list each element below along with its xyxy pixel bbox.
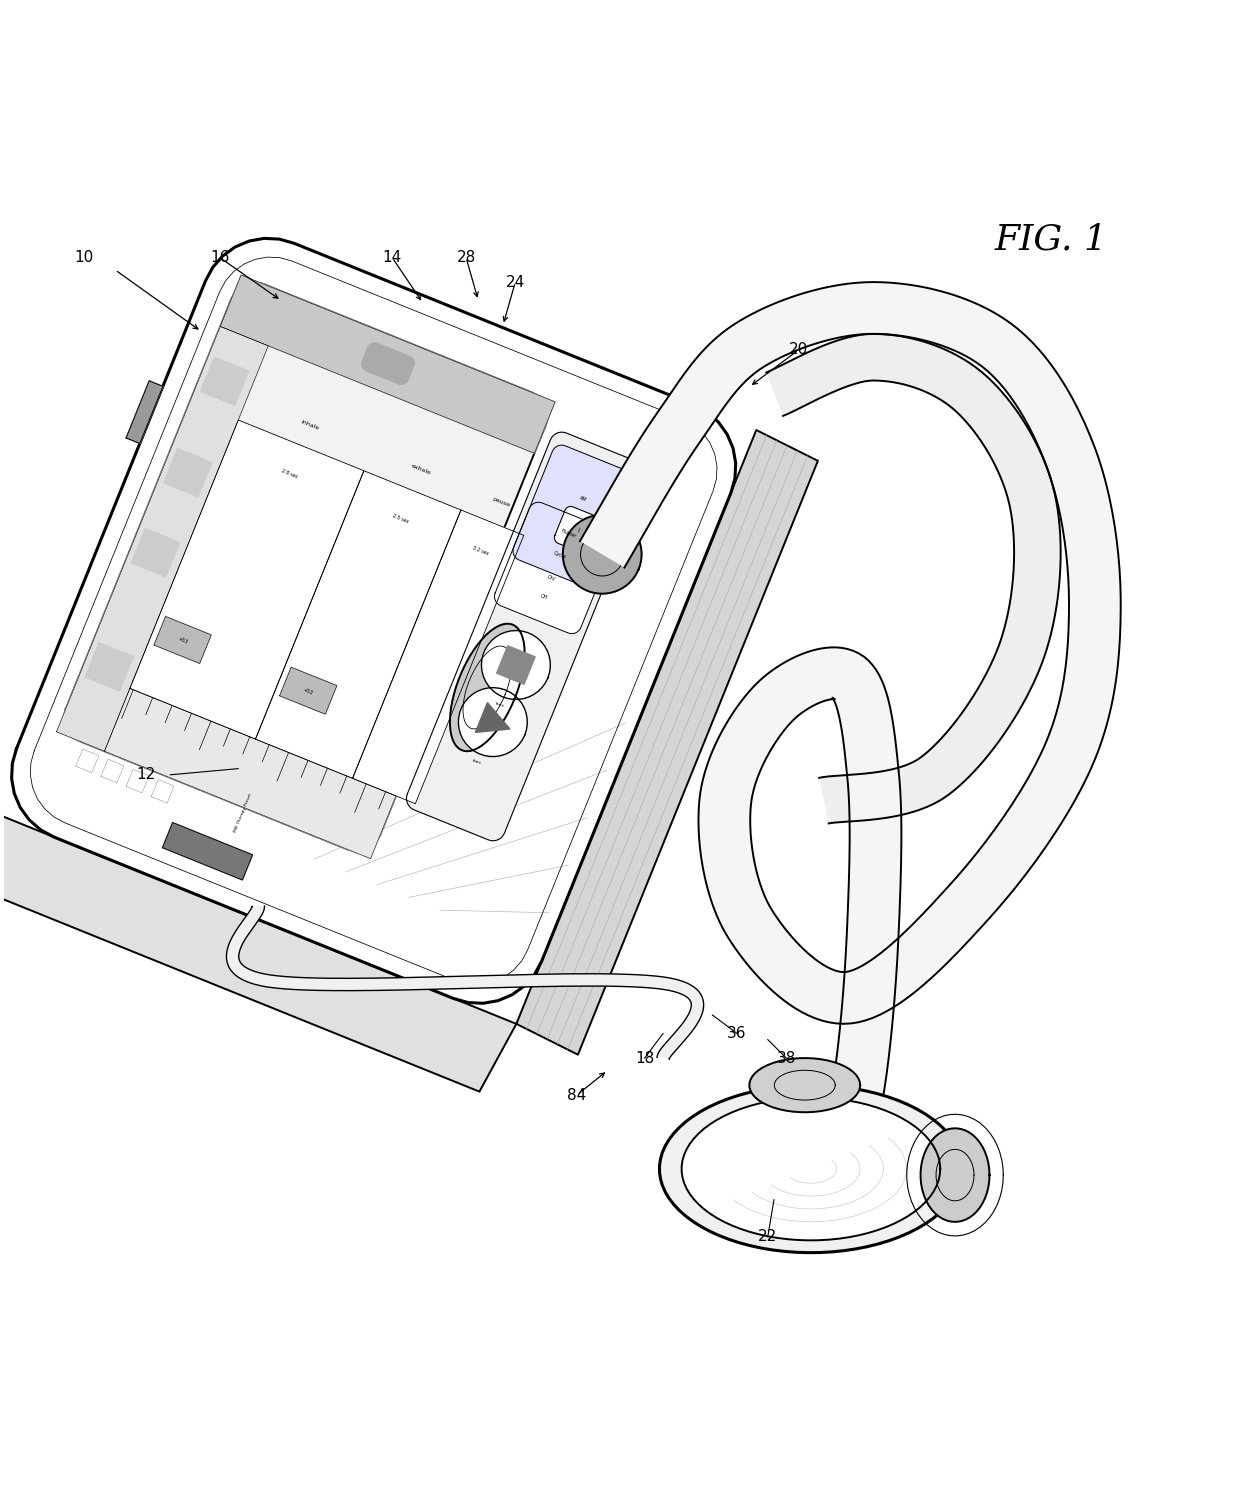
Text: 16: 16	[210, 250, 229, 265]
Text: inhale: inhale	[300, 420, 319, 430]
Text: FIG. 1: FIG. 1	[994, 222, 1107, 256]
Polygon shape	[64, 283, 548, 851]
Polygon shape	[164, 448, 212, 497]
Text: Cycle: Cycle	[553, 551, 567, 561]
Polygon shape	[580, 283, 1121, 1199]
Polygon shape	[563, 515, 641, 594]
Polygon shape	[86, 643, 134, 690]
Polygon shape	[660, 1085, 962, 1253]
Polygon shape	[255, 470, 461, 778]
Text: 20: 20	[789, 342, 808, 357]
Text: 22: 22	[758, 1229, 777, 1244]
Polygon shape	[227, 906, 703, 1059]
Polygon shape	[352, 510, 523, 804]
Text: 3.2 sec: 3.2 sec	[472, 546, 490, 557]
Polygon shape	[516, 430, 818, 1055]
Text: +53: +53	[176, 637, 188, 644]
Polygon shape	[407, 432, 649, 841]
Text: i: i	[577, 527, 580, 533]
Text: +53: +53	[303, 687, 314, 695]
Text: pause: pause	[491, 496, 511, 507]
Polygon shape	[459, 687, 527, 756]
Polygon shape	[475, 702, 510, 732]
Text: Flutter: Flutter	[560, 528, 578, 539]
Text: On/: On/	[546, 574, 556, 582]
Polygon shape	[154, 616, 211, 664]
Polygon shape	[201, 357, 249, 405]
Text: 18: 18	[635, 1051, 655, 1065]
Polygon shape	[920, 1128, 990, 1222]
Polygon shape	[450, 623, 525, 751]
Text: 10: 10	[74, 250, 94, 265]
Polygon shape	[682, 1098, 940, 1241]
Text: AM: AM	[578, 496, 588, 503]
Polygon shape	[495, 503, 616, 634]
Text: 36: 36	[727, 1025, 746, 1042]
Text: 2.5 sec: 2.5 sec	[392, 513, 410, 524]
Polygon shape	[11, 238, 735, 1003]
Polygon shape	[766, 333, 1060, 823]
Polygon shape	[162, 823, 253, 879]
Text: Off: Off	[539, 594, 548, 600]
Text: exhale: exhale	[410, 464, 432, 476]
Text: 38: 38	[776, 1051, 796, 1065]
Text: start: start	[495, 701, 505, 708]
Text: MIE Therapy Preset: MIE Therapy Preset	[233, 792, 253, 833]
Polygon shape	[554, 506, 601, 554]
Text: 24: 24	[506, 275, 525, 290]
Polygon shape	[221, 275, 556, 454]
Polygon shape	[0, 811, 516, 1092]
Text: 12: 12	[136, 768, 155, 783]
Text: 2.8 sec: 2.8 sec	[280, 469, 299, 479]
Polygon shape	[280, 667, 337, 714]
Polygon shape	[57, 326, 268, 751]
Polygon shape	[481, 631, 551, 699]
Polygon shape	[513, 445, 639, 588]
Text: 84: 84	[567, 1088, 587, 1103]
Text: start: start	[471, 759, 482, 766]
Text: 28: 28	[456, 250, 476, 265]
Polygon shape	[362, 342, 414, 384]
Polygon shape	[130, 420, 363, 740]
Polygon shape	[104, 689, 396, 859]
Polygon shape	[749, 1058, 861, 1112]
Polygon shape	[126, 381, 162, 443]
Polygon shape	[497, 646, 536, 684]
Polygon shape	[131, 528, 180, 577]
Text: 14: 14	[382, 250, 402, 265]
